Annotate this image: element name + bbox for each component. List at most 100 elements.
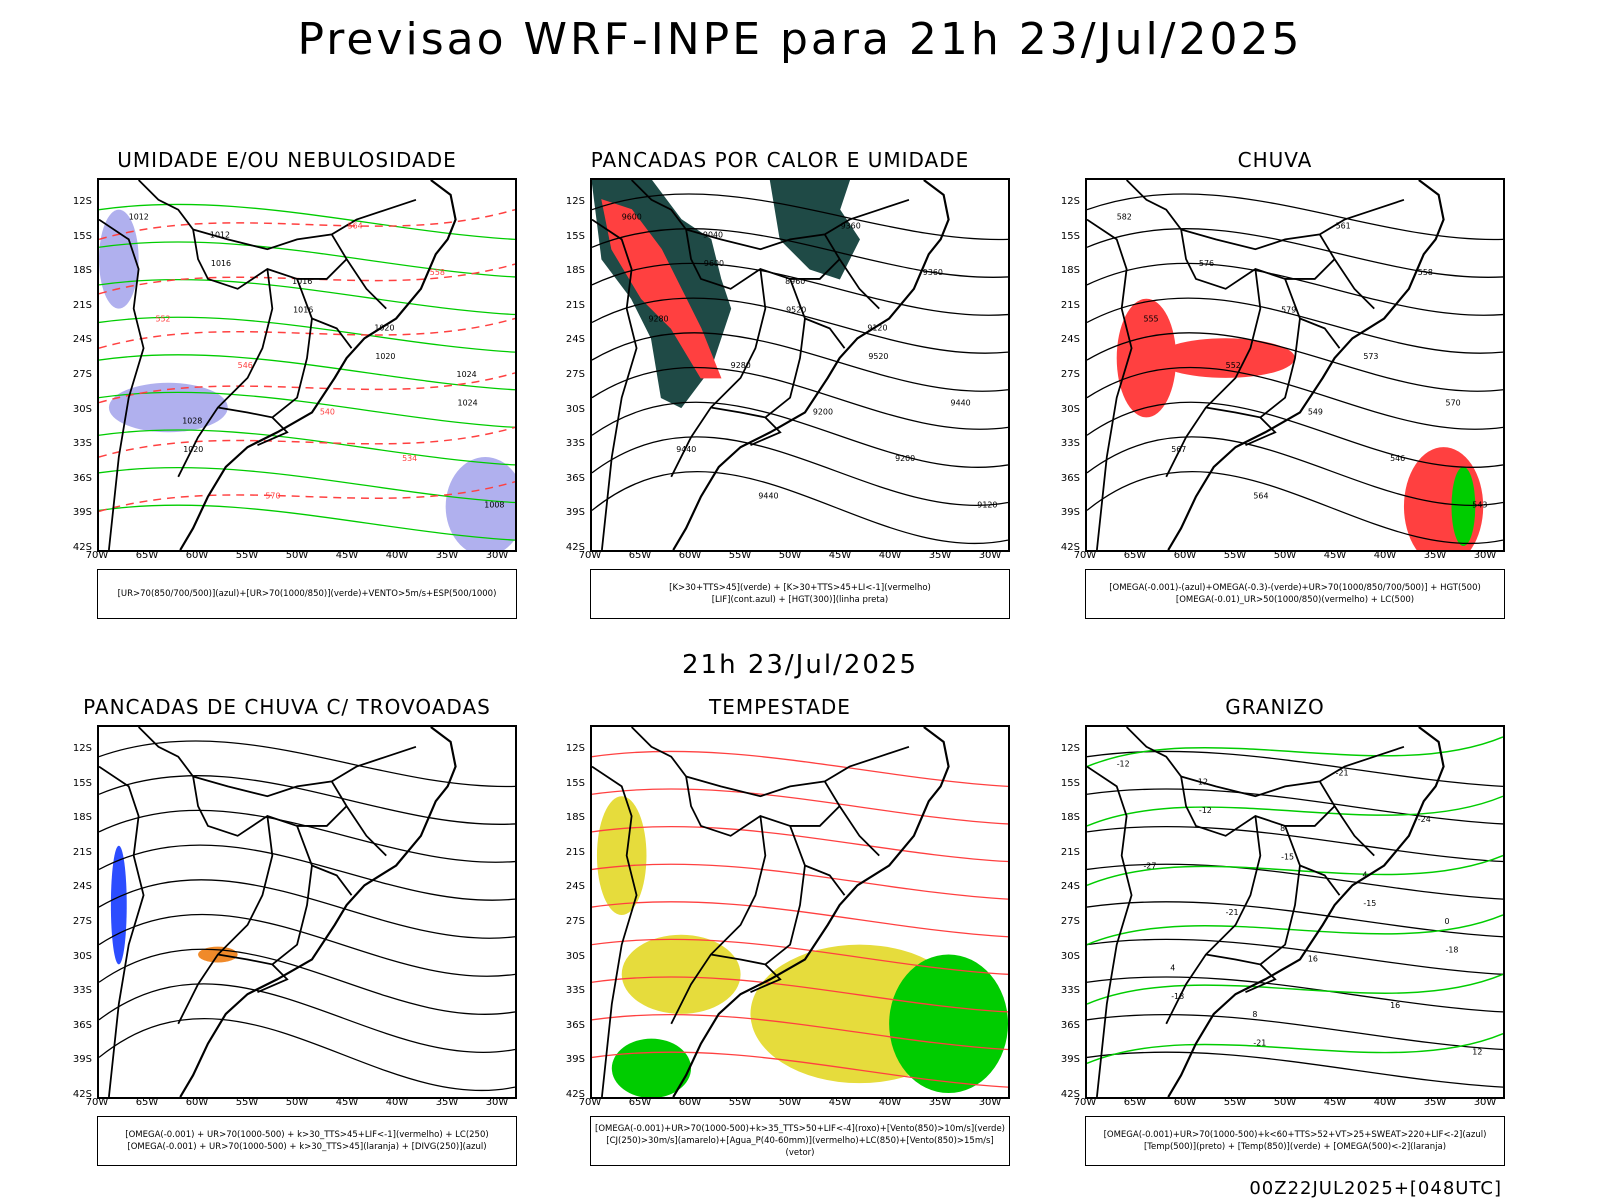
- border-line: [1318, 233, 1375, 310]
- contour-label: 12: [1198, 777, 1208, 786]
- lon-tick-label: 45W: [1323, 550, 1347, 561]
- border-line: [1318, 780, 1375, 857]
- contour-line: [99, 1017, 515, 1092]
- lat-tick-label: 15S: [565, 777, 585, 789]
- contour-label: 558: [1418, 268, 1433, 277]
- contour-label: 582: [1117, 213, 1132, 222]
- thickness-line: [99, 426, 515, 458]
- legend-line: [OMEGA(-0.01)_UR>50(1000/850)(vermelho) …: [1175, 595, 1415, 605]
- legend-line: [K>30+TTS>45](verde) + [K>30+TTS>45+LI<-…: [669, 583, 931, 593]
- border-line: [1087, 218, 1133, 550]
- contour-line: [592, 297, 1008, 354]
- humidity-area: [445, 457, 515, 550]
- panel-title: PANCADAS POR CALOR E UMIDADE: [590, 148, 970, 172]
- panel-legend: [OMEGA(-0.001)+UR>70(1000-500)+k<60+TTS>…: [1085, 1116, 1505, 1166]
- border-line: [1285, 805, 1336, 827]
- legend-line: [UR>70(850/700/500)](azul)+[UR>70(1000/8…: [117, 589, 497, 599]
- contour-label: 9120: [867, 323, 887, 332]
- border-line: [630, 180, 806, 419]
- contour-label: 567: [1171, 445, 1186, 454]
- border-line: [297, 805, 348, 827]
- border-line: [1165, 268, 1262, 478]
- thickness-line: [99, 372, 515, 404]
- lat-tick-label: 24S: [72, 334, 92, 346]
- contour-line: [99, 316, 515, 353]
- lat-tick-label: 24S: [565, 334, 585, 346]
- contour-label: 9360: [841, 221, 861, 230]
- panel-title: CHUVA: [1237, 148, 1313, 172]
- contour-line: [1087, 470, 1503, 545]
- map-canvas: 1012 1016 1016 1020 1024 1020 570 564 558 552 546 5…: [99, 180, 515, 550]
- contour-label: 546: [1390, 454, 1405, 463]
- contour-label: -15: [1281, 853, 1294, 862]
- lat-tick-label: 30S: [1060, 950, 1080, 962]
- contour-label: 540: [320, 407, 335, 416]
- rain-area: [1451, 466, 1476, 547]
- lat-tick-label: 24S: [1060, 334, 1080, 346]
- contour-line: [99, 429, 515, 466]
- lat-tick-label: 33S: [1060, 985, 1080, 997]
- border-line: [1125, 727, 1301, 966]
- panel-title: TEMPESTADE: [709, 695, 851, 719]
- lat-tick-label: 33S: [565, 985, 585, 997]
- contour-label: 9600: [622, 213, 642, 222]
- lon-tick-label: 70W: [578, 550, 602, 561]
- lat-tick-label: 36S: [1060, 1019, 1080, 1031]
- lat-tick-label: 27S: [1060, 916, 1080, 927]
- contour-label: 16: [1390, 1001, 1400, 1010]
- lat-tick-label: 15S: [565, 230, 585, 242]
- contour-label: 9440: [951, 399, 971, 408]
- contour-label: 12: [1472, 1047, 1482, 1056]
- panel-3: CHUVA 12S 15S 18S 21S 24S 27S 30S 33S 36S 39S 42S 70…: [1040, 148, 1510, 628]
- contour-line: [1087, 228, 1503, 278]
- lat-tick-label: 12S: [72, 743, 92, 754]
- forecast-map: 9600 9600 9520 9520 9440 9440 9440 9360 9360 9280…: [590, 178, 1010, 552]
- border-line: [137, 727, 313, 966]
- lon-tick-label: 60W: [185, 1097, 209, 1108]
- contour-line: [99, 241, 515, 278]
- contour-label: 549: [1308, 407, 1323, 416]
- lat-tick-label: 42S: [1060, 1089, 1080, 1100]
- border-line: [804, 317, 846, 349]
- contour-label: 1008: [484, 500, 504, 509]
- lat-tick-label: 18S: [72, 812, 92, 824]
- panel-legend: [UR>70(850/700/500)](azul)+[UR>70(1000/8…: [97, 569, 517, 619]
- lat-tick-label: 27S: [72, 369, 92, 380]
- contour-label: -12: [1199, 806, 1212, 815]
- lon-tick-label: 65W: [628, 550, 652, 561]
- lat-tick-label: 12S: [72, 196, 92, 207]
- contour-line: [99, 913, 515, 977]
- lat-tick-label: 18S: [565, 265, 585, 277]
- contour-label: -12: [1117, 760, 1130, 769]
- coastline: [179, 727, 457, 1097]
- border-line: [1165, 815, 1262, 1025]
- contour-line: [592, 1051, 1008, 1088]
- lon-tick-label: 60W: [1173, 1097, 1197, 1108]
- contour-line: [1087, 332, 1503, 392]
- lon-tick-label: 30W: [978, 1097, 1002, 1108]
- coastline: [1167, 727, 1445, 1097]
- coastline: [1167, 180, 1445, 550]
- contour-line: [592, 750, 1008, 788]
- lat-tick-label: 30S: [72, 950, 92, 962]
- lat-tick-label: 21S: [1060, 299, 1080, 311]
- contour-label: 576: [1199, 259, 1214, 268]
- contour-line: [1087, 788, 1503, 825]
- border-line: [297, 258, 348, 280]
- lon-tick-label: 55W: [1223, 1097, 1247, 1108]
- contour-label: 579: [1281, 306, 1296, 315]
- contour-label: -24: [1418, 815, 1431, 824]
- contour-line: [1087, 297, 1503, 354]
- lat-tick-label: 27S: [565, 916, 585, 927]
- contour-line: [99, 278, 515, 316]
- jet-area: [596, 796, 647, 915]
- contour-line: [1087, 401, 1503, 468]
- contour-label: -18: [1446, 946, 1459, 955]
- forecast-map: 1012 1016 1016 1020 1024 1020 570 564 558 552 546 5…: [97, 178, 517, 552]
- contour-label: 570: [1446, 399, 1461, 408]
- lat-tick-label: 42S: [72, 542, 92, 553]
- border-line: [192, 745, 417, 798]
- panel-legend: [OMEGA(-0.001)-(azul)+OMEGA(-0.3)-(verde…: [1085, 569, 1505, 619]
- border-line: [217, 953, 289, 993]
- lon-tick-label: 50W: [285, 550, 309, 561]
